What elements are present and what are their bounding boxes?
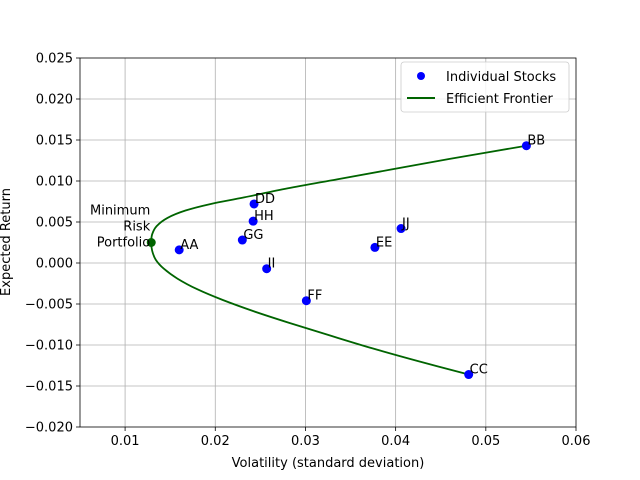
stock-point-label: GG [243, 228, 263, 243]
y-axis-label: Expected Return [0, 188, 14, 296]
y-tick-label: 0.005 [36, 216, 73, 231]
x-tick-label: 0.05 [471, 434, 500, 449]
y-tick-label: 0.025 [36, 52, 73, 67]
x-axis-label: Volatility (standard deviation) [232, 456, 425, 471]
legend-label-frontier: Efficient Frontier [446, 92, 553, 107]
stock-point [249, 199, 259, 209]
legend: Individual Stocks Efficient Frontier [400, 61, 570, 113]
y-tick-label: −0.005 [25, 298, 73, 313]
stock-point-label: BB [527, 134, 545, 149]
legend-label-stocks: Individual Stocks [446, 70, 556, 85]
stock-point-label: HH [254, 209, 274, 224]
stock-point [248, 216, 258, 226]
stock-point-label: DD [255, 192, 275, 207]
annotation-text-line: Portfolio [97, 236, 151, 251]
annotation-text-line: Minimum [90, 204, 150, 219]
y-tick-label: 0.020 [36, 93, 73, 108]
x-tick-label: 0.03 [291, 434, 320, 449]
legend-box [400, 61, 570, 113]
min-risk-portfolio-point [146, 238, 156, 247]
stock-point [396, 224, 406, 234]
x-tick-label: 0.02 [201, 434, 230, 449]
axes-frame [79, 57, 577, 428]
y-tick-label: 0.000 [36, 257, 73, 272]
stock-point [301, 296, 311, 306]
legend-marker-stocks [417, 72, 425, 80]
frontier-layer [146, 144, 527, 376]
y-tick-label: −0.010 [25, 339, 73, 354]
x-tick-label: 0.01 [111, 434, 140, 449]
y-tick-label: 0.015 [36, 134, 73, 149]
stock-point-label: EE [376, 235, 392, 250]
stock-point-label: FF [307, 289, 322, 304]
stock-point-label: AA [180, 238, 198, 253]
points-layer: AA BB CC DD EE FF GG HH II JJ [174, 134, 545, 380]
x-tick-label: 0.04 [381, 434, 410, 449]
stock-point [237, 235, 247, 245]
annotation-text-line: Risk [123, 220, 150, 235]
stock-point [370, 242, 380, 252]
stock-point-label: II [268, 257, 276, 272]
stock-point [521, 141, 531, 151]
y-tick-label: −0.020 [25, 421, 73, 436]
stock-point-label: JJ [401, 217, 410, 232]
x-tick-label: 0.06 [562, 434, 591, 449]
stock-point-label: CC [470, 363, 488, 378]
ticks: 0.01 0.02 0.03 0.04 0.05 0.06 −0.020 −0.015 −0.0… [25, 52, 591, 450]
stock-point [174, 245, 184, 255]
y-tick-label: 0.010 [36, 175, 73, 190]
y-tick-label: −0.015 [25, 380, 73, 395]
stock-point [262, 264, 272, 274]
stock-point [464, 370, 474, 380]
